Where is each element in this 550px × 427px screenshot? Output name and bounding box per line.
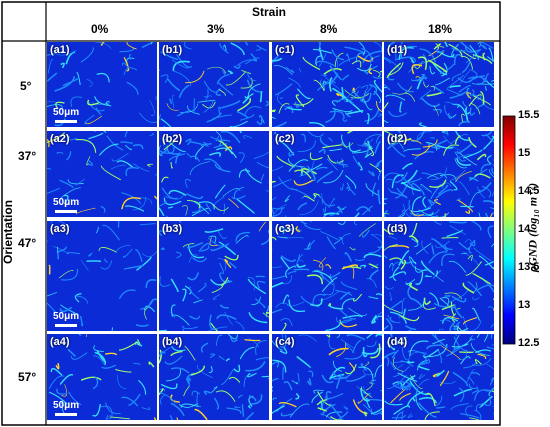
panel-label: (a4) [50, 336, 70, 348]
gnd-map-texture [272, 42, 382, 127]
panel-label: (b3) [162, 223, 183, 235]
column-header-strain: Strain [252, 5, 287, 19]
gnd-map-texture [47, 42, 157, 127]
colorbar-gradient [502, 115, 516, 345]
gnd-map-texture [384, 334, 494, 420]
scale-bar-label: 50μm [53, 197, 80, 208]
panel-label: (c4) [275, 336, 295, 348]
column-label-0: 0% [91, 22, 109, 36]
panel-label: (d1) [387, 44, 408, 56]
scale-bar-label: 50μm [53, 311, 80, 322]
panel-label: (d3) [387, 223, 408, 235]
panel-label: (d4) [387, 336, 408, 348]
gnd-map-panel: (b1) [159, 42, 269, 127]
gnd-map-texture [159, 131, 269, 217]
gnd-map-panel: (c3) [272, 221, 382, 331]
colorbar [502, 115, 516, 345]
gnd-map-texture [384, 42, 494, 127]
gnd-map-panel: (b4) [159, 334, 269, 420]
row-label-0: 5° [20, 79, 32, 93]
gnd-map-texture [272, 131, 382, 217]
gnd-map-texture [384, 131, 494, 217]
gnd-map-texture [47, 131, 157, 217]
panel-label: (c2) [275, 133, 295, 145]
scale-bar [55, 210, 77, 213]
panel-label: (a1) [50, 44, 70, 56]
colorbar-tick-label: 15.5 [518, 109, 540, 121]
row-label-1: 37° [18, 149, 37, 163]
column-label-2: 8% [320, 22, 338, 36]
gnd-map-panel: (d3) [384, 221, 494, 331]
gnd-map-panel: (a3) 50μm [47, 221, 157, 331]
gnd-map-panel: (d1) [384, 42, 494, 127]
gnd-map-texture [159, 334, 269, 420]
gnd-map-panel: (c4) [272, 334, 382, 420]
gnd-map-panel: (a4) 50μm [47, 334, 157, 420]
gnd-map-panel: (d4) [384, 334, 494, 420]
gnd-map-texture [159, 221, 269, 331]
colorbar-label: ρGND (log₁₀ m⁻²) [525, 182, 540, 273]
gnd-map-panel: (d2) [384, 131, 494, 217]
gnd-map-panel: (b2) [159, 131, 269, 217]
gnd-map-panel: (a2) 50μm [47, 131, 157, 217]
scale-bar [55, 413, 77, 416]
gnd-map-texture [159, 42, 269, 127]
panel-label: (a2) [50, 133, 70, 145]
column-label-3: 18% [428, 22, 453, 36]
colorbar-tick-label: 14 [518, 223, 531, 235]
panel-label: (b1) [162, 44, 183, 56]
panel-label: (b4) [162, 336, 183, 348]
scale-bar [55, 324, 77, 327]
gnd-map-panel: (a1) 50μm [47, 42, 157, 127]
gnd-map-texture [47, 221, 157, 331]
colorbar-tick-label: 14.5 [518, 185, 540, 197]
panel-label: (c1) [275, 44, 295, 56]
gnd-map-panel: (c2) [272, 131, 382, 217]
gnd-map-panel: (b3) [159, 221, 269, 331]
panel-label: (a3) [50, 223, 70, 235]
gnd-map-texture [384, 221, 494, 331]
panel-label: (b2) [162, 133, 183, 145]
gnd-map-texture [272, 221, 382, 331]
scale-bar [55, 120, 77, 123]
colorbar-tick-label: 13 [518, 299, 531, 311]
colorbar-tick-label: 15 [518, 147, 531, 159]
gnd-map-texture [47, 334, 157, 420]
panel-label: (d2) [387, 133, 408, 145]
colorbar-tick-label: 12.5 [518, 337, 540, 349]
panel-label: (c3) [275, 223, 295, 235]
row-label-3: 57° [18, 370, 37, 384]
gnd-map-panel: (c1) [272, 42, 382, 127]
scale-bar-label: 50μm [53, 107, 80, 118]
scale-bar-label: 50μm [53, 400, 80, 411]
gnd-map-texture [272, 334, 382, 420]
column-label-1: 3% [207, 22, 225, 36]
row-label-2: 47° [18, 236, 37, 250]
row-header-orientation: Orientation [1, 200, 15, 265]
colorbar-tick-label: 13.5 [518, 261, 540, 273]
